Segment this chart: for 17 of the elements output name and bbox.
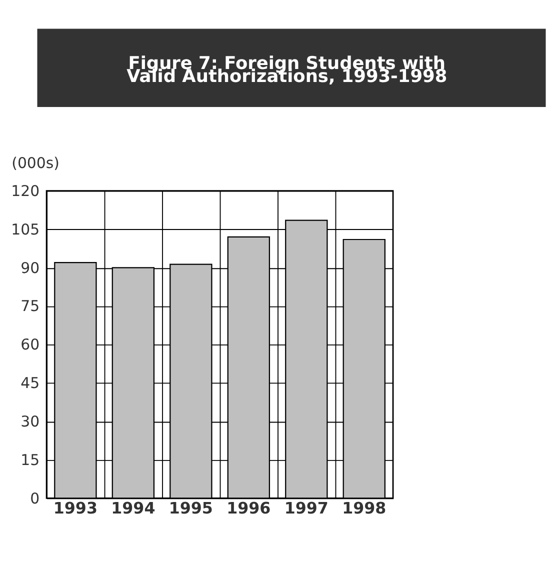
x-tick-label: 1995 bbox=[168, 498, 213, 518]
x-tick-label: 1993 bbox=[53, 498, 98, 518]
x-tick-label: 1994 bbox=[111, 498, 156, 518]
y-tick-label: 90 bbox=[20, 258, 40, 277]
y-tick-label: 105 bbox=[11, 220, 40, 238]
y-tick-label: 120 bbox=[11, 182, 40, 200]
chart-title: Figure 7: Foreign Students with Valid Authorizations, 1993-1998 bbox=[126, 54, 448, 87]
y-tick-label: 0 bbox=[30, 489, 40, 508]
y-tick-label: 30 bbox=[20, 412, 40, 430]
x-tick-label: 1997 bbox=[284, 498, 328, 518]
y-axis-title: (000s) bbox=[12, 154, 60, 172]
y-tick-label: 45 bbox=[20, 374, 40, 392]
y-tick-label: 15 bbox=[20, 450, 40, 469]
y-tick-label: 60 bbox=[20, 336, 40, 354]
y-tick-label: 75 bbox=[20, 297, 40, 316]
x-tick-label: 1998 bbox=[342, 498, 386, 518]
x-tick-label: 1996 bbox=[226, 498, 271, 518]
